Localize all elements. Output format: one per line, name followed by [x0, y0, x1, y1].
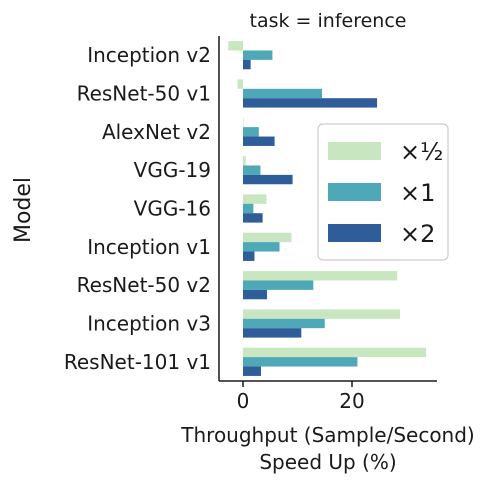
bar — [243, 117, 244, 128]
legend-label: ×½ — [400, 138, 443, 166]
bar — [228, 41, 243, 51]
bar — [243, 136, 275, 146]
bar — [243, 318, 325, 329]
category-label: Inception v3 — [87, 312, 211, 336]
bar — [243, 203, 254, 214]
bar — [237, 79, 243, 89]
bar — [243, 309, 400, 319]
bar — [243, 59, 251, 70]
bar — [243, 289, 267, 300]
category-label: ResNet-101 v1 — [64, 350, 211, 374]
category-labels: Inception v2 ResNet-50 v1 AlexNet v2 VGG-19… — [64, 43, 211, 374]
bar — [243, 232, 292, 243]
x-ticks: 0 20 — [237, 381, 365, 413]
bar — [243, 156, 246, 166]
legend-swatch — [328, 142, 381, 160]
bar — [243, 174, 293, 185]
bar — [243, 98, 378, 108]
bar — [243, 50, 273, 60]
category-label: ResNet-50 v1 — [77, 82, 211, 106]
x-axis-label-line2: Speed Up (%) — [259, 450, 396, 474]
bar — [243, 127, 259, 137]
category-label: AlexNet v2 — [102, 120, 211, 144]
category-label: VGG-19 — [134, 158, 211, 182]
bar — [243, 366, 261, 376]
bar — [243, 242, 280, 252]
category-label: Inception v2 — [87, 43, 211, 67]
bar — [243, 88, 323, 99]
legend-swatch — [328, 183, 381, 201]
bar — [243, 271, 398, 281]
bar — [243, 347, 427, 358]
bar — [243, 280, 314, 290]
bar — [243, 194, 267, 204]
bar — [243, 328, 302, 338]
legend: ×½ ×1 ×2 — [317, 123, 449, 261]
x-tick-label: 0 — [237, 389, 250, 413]
x-axis-label-line1: Throughput (Sample/Second) — [180, 423, 474, 447]
y-axis-label: Model — [11, 177, 36, 243]
chart-title: task = inference — [250, 10, 407, 32]
bar — [243, 357, 358, 367]
category-label: Inception v1 — [87, 235, 211, 259]
category-label: ResNet-50 v2 — [77, 273, 211, 297]
legend-label: ×2 — [400, 220, 435, 248]
bar — [243, 251, 255, 261]
bar — [243, 213, 263, 223]
plot-area — [228, 41, 427, 376]
x-tick-label: 20 — [339, 389, 364, 413]
category-label: VGG-16 — [134, 197, 211, 221]
bar — [243, 165, 261, 175]
legend-swatch — [328, 224, 381, 242]
legend-label: ×1 — [400, 179, 435, 207]
